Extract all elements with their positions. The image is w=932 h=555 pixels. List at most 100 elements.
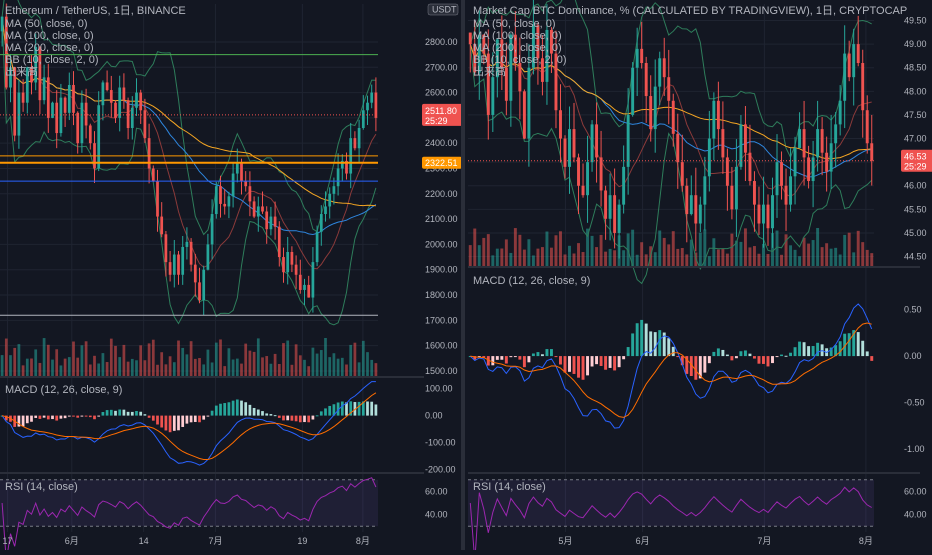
left-macd-hist-bar — [210, 410, 214, 416]
right-volume-bar — [568, 245, 571, 266]
left-macd-hist-bar — [235, 399, 239, 416]
left-volume-bar — [349, 344, 353, 376]
left-macd-hist-bar — [319, 411, 323, 416]
left-volume-bar — [46, 344, 50, 376]
right-volume-bar — [811, 240, 815, 266]
left-candle-body — [88, 125, 92, 144]
right-candle-body — [495, 39, 499, 78]
right-candle-body — [531, 25, 535, 68]
right-candle-body — [500, 39, 504, 68]
right-y-tick-10: 49.50 — [904, 16, 927, 26]
left-candle-body — [160, 216, 164, 235]
right-indicator-bb[interactable]: BB (10, close, 2, 0) — [473, 54, 567, 66]
left-price-badge — [422, 103, 464, 126]
left-indicator-ma200[interactable]: MA (200, close, 0) — [5, 42, 94, 54]
left-volume-bar — [307, 366, 311, 376]
left-indicator-ma50[interactable]: MA (50, close, 0) — [5, 18, 88, 30]
right-macd-hist-bar — [604, 356, 608, 370]
left-candle-body — [46, 77, 50, 118]
right-macd-hist-bar — [730, 356, 734, 361]
right-candle-body — [825, 152, 829, 172]
right-macd-hist-bar — [685, 356, 689, 374]
right-macd-hist-bar — [716, 348, 720, 357]
left-indicator-ma100[interactable]: MA (100, close, 0) — [5, 30, 94, 42]
left-macd-hist-bar — [17, 415, 21, 427]
right-candle-body — [734, 166, 738, 210]
left-volume-bar — [231, 359, 235, 376]
left-candle-body — [63, 97, 67, 113]
right-candle-body — [658, 58, 662, 87]
right-volume-bar — [834, 247, 838, 266]
right-candle-body — [563, 138, 567, 167]
right-candle-body — [477, 34, 481, 73]
left-candle-body — [80, 102, 84, 144]
left-volume-bar — [105, 362, 109, 376]
left-macd-hist-bar — [198, 415, 201, 423]
right-x-tick-1: 6月 — [636, 536, 650, 546]
left-volume-bar — [290, 364, 294, 376]
left-candle-body — [336, 168, 340, 187]
left-candle-body — [139, 92, 143, 111]
right-candle-body — [518, 63, 522, 92]
left-y-tick-6: 2100.00 — [425, 214, 458, 224]
left-candle-body — [38, 47, 42, 101]
left-volume-bar — [252, 351, 256, 376]
right-macd-hist-bar — [671, 346, 675, 357]
left-macd-hist-bar — [353, 402, 357, 416]
left-candle-body — [282, 257, 285, 273]
left-candle-body — [231, 173, 235, 197]
left-y-tick-9: 2400.00 — [425, 138, 458, 148]
left-macd-hist-bar — [25, 415, 29, 424]
left-candle-body — [147, 138, 151, 169]
left-macd-hist-bar — [374, 404, 378, 416]
left-volume-bar — [76, 357, 80, 376]
left-volume-bar — [261, 357, 264, 376]
right-macd-hist-bar — [766, 356, 770, 367]
left-macd-y-tick-1: 0.00 — [425, 411, 443, 421]
left-macd-hist-bar — [80, 415, 84, 417]
right-volume-bar — [739, 241, 743, 266]
right-volume-bar — [527, 239, 531, 266]
right-volume-bar — [473, 228, 477, 266]
left-ma200-line — [1, 16, 376, 207]
left-macd-label[interactable]: MACD (12, 26, close, 9) — [5, 384, 123, 396]
right-candle-body — [771, 195, 774, 229]
right-candle-body — [703, 176, 707, 205]
right-candle-body — [807, 157, 811, 182]
left-rsi-label[interactable]: RSI (14, close) — [5, 481, 78, 493]
left-macd-hist-bar — [93, 415, 96, 420]
right-volume-bar — [563, 254, 567, 266]
left-macd-hist-bar — [340, 401, 344, 416]
right-candle-body — [743, 124, 747, 153]
right-indicator-ma200[interactable]: MA (200, close, 0) — [473, 42, 562, 54]
left-candle-body — [311, 262, 315, 298]
right-volume-bar — [852, 252, 856, 266]
left-price-badge-timer: 25:29 — [425, 116, 448, 126]
right-macd-hist-bar — [491, 356, 495, 366]
left-indicator-bb[interactable]: BB (10, close, 2, 0) — [5, 54, 99, 66]
right-candle-body — [577, 157, 580, 186]
right-indicator-ma100[interactable]: MA (100, close, 0) — [473, 30, 562, 42]
left-macd-hist-bar — [231, 400, 235, 416]
right-indicator-volume[interactable]: 出来高 — [473, 66, 506, 78]
right-candle-body — [536, 25, 540, 59]
right-rsi-label[interactable]: RSI (14, close) — [473, 481, 546, 493]
left-indicator-volume[interactable]: 出来高 — [5, 66, 38, 78]
right-macd-label[interactable]: MACD (12, 26, close, 9) — [473, 275, 591, 287]
left-macd-hist-bar — [244, 402, 248, 416]
right-volume-bar — [536, 248, 540, 266]
right-macd-hist-bar — [771, 356, 774, 364]
right-macd-hist-bar — [703, 356, 707, 373]
left-macd-hist-bar — [303, 415, 306, 423]
left-y-tick-12: 2700.00 — [425, 62, 458, 72]
right-volume-bar — [590, 235, 594, 266]
left-candle-body — [0, 16, 4, 32]
right-macd-hist-bar — [482, 356, 486, 358]
left-volume-bar — [256, 338, 260, 376]
right-indicator-ma50[interactable]: MA (50, close, 0) — [473, 18, 556, 30]
left-macd-hist-bar — [181, 415, 185, 427]
left-macd-hist-bar — [122, 409, 126, 416]
left-macd-hist-bar — [139, 411, 143, 416]
right-macd-hist-bar — [852, 330, 856, 357]
right-volume-bar — [748, 247, 752, 266]
